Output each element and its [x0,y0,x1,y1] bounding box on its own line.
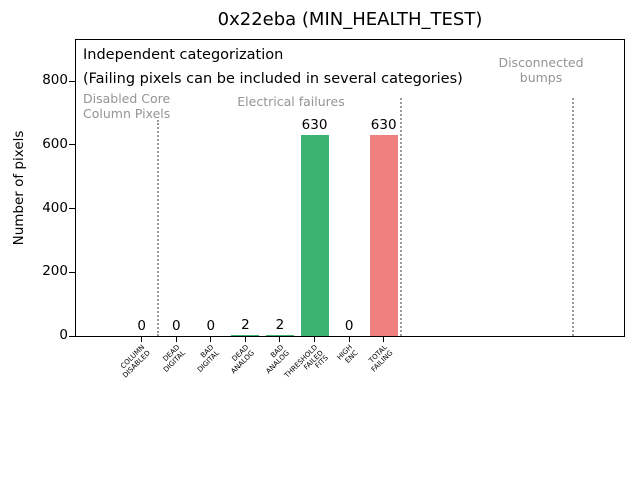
y-tick-label: 600 [42,135,68,152]
bar [231,335,260,336]
x-tick-label-text: DEAD DIGITAL [161,343,187,374]
separator-line [157,120,159,336]
x-tick-label-text: DEAD ANALOG [229,343,256,376]
plot-area: 0 200 400 600 800 0 COLUMN DISABLED 0 DEAD DIGIT… [42,39,625,380]
separator-line [572,98,574,336]
x-tick-mark [348,336,350,342]
bar-value-label: 630 [301,117,328,134]
x-tick-mark [175,336,177,342]
y-tick-label: 400 [42,199,68,216]
bar-value-label: 0 [171,318,181,334]
y-tick-label: 800 [42,72,68,88]
y-tick-mark [69,80,75,82]
x-tick-mark [279,336,281,342]
bar-value-label: 0 [344,318,354,334]
bar-value-label: 0 [206,318,216,334]
x-tick-mark [210,336,212,342]
x-tick-label-text: HIGH ENC [335,343,360,365]
annotation: Independent categorization [83,47,284,63]
y-tick-mark [69,208,75,209]
x-tick-mark [244,336,246,342]
separator-line [400,98,402,336]
bar-value-label: 630 [370,117,397,134]
y-tick-mark [69,271,75,273]
x-tick-mark [314,336,316,342]
x-tick-label-text: BAD DIGITAL [196,343,222,374]
x-tick-label-text: THRESHOLD FAILED FITS [283,343,331,380]
bar [265,335,294,336]
y-tick-label: 0 [59,327,68,343]
x-tick-label-text: TOTAL FAILING [367,343,394,374]
x-tick-mark [141,336,143,342]
annotation: Disabled Core Column Pixels [83,91,171,122]
bar [369,135,398,336]
y-tick-mark [69,144,75,146]
bar-value-label: 0 [137,318,146,334]
annotation: Electrical failures [237,94,345,109]
y-axis-label: Number of pixels [11,130,27,246]
annotation: Disconnected bumps [498,55,584,86]
x-tick-label-text: COLUMN DISABLED [119,343,152,380]
x-tick-mark [383,336,385,342]
y-tick-label: 200 [42,263,68,280]
y-tick-mark [69,335,75,337]
bar-value-label: 2 [275,317,285,333]
bar-value-label: 2 [241,317,250,333]
bar [300,135,329,336]
chart-title: 0x22eba (MIN_HEALTH_TEST) [217,9,483,30]
annotation: (Failing pixels can be included in sever… [83,71,463,87]
